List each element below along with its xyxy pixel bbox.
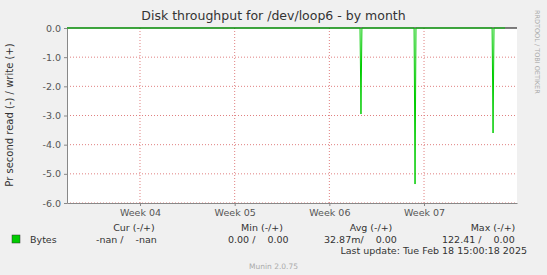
y-tick: -5.0 [42, 168, 67, 179]
legend-header: Cur (-/+) [113, 222, 155, 233]
series-line [67, 28, 505, 184]
x-grid-line [329, 28, 330, 203]
legend-header: Min (-/+) [241, 222, 283, 233]
y-axis-title: Pr second read (-) / write (+) [4, 43, 15, 186]
x-axis: Week 04 Week 05 Week 06 Week 07 [68, 203, 518, 218]
x-tick-label: Week 07 [404, 207, 445, 218]
x-tick: Week 04 [120, 203, 161, 218]
x-tick-label: Week 04 [120, 207, 161, 218]
x-axis-line [68, 203, 518, 204]
footer: Munin 2.0.75 [249, 262, 298, 271]
legend-header: Avg (-/+) [350, 222, 393, 233]
y-tick-label: 0.0 [46, 23, 61, 34]
y-tick-mark [64, 116, 67, 117]
y-tick-label: -1.0 [42, 52, 61, 63]
y-tick-label: -2.0 [42, 81, 61, 92]
plot-area [67, 28, 517, 203]
legend-cell: 0.00 / 0.00 [228, 234, 289, 245]
y-tick: -3.0 [42, 110, 67, 121]
y-grid-line [67, 57, 517, 58]
y-tick-label: -5.0 [42, 168, 61, 179]
title: Disk throughput for /dev/loop6 - by mont… [141, 8, 405, 23]
legend-swatch [12, 235, 20, 243]
x-tick-label: Week 05 [215, 207, 256, 218]
y-tick-label: -6.0 [42, 198, 61, 209]
last-update: Last update: Tue Feb 18 15:00:18 2025 [340, 245, 527, 256]
y-tick: -1.0 [42, 52, 67, 63]
y-tick: -2.0 [42, 81, 67, 92]
y-tick: -6.0 [42, 198, 67, 209]
x-tick-label: Week 06 [309, 207, 350, 218]
grid [67, 28, 517, 203]
y-tick-label: -3.0 [42, 110, 61, 121]
legend-cell: 32.87m/ 0.00 [324, 234, 397, 245]
watermark: RRDTOOL / TOBI OETIKER [533, 10, 541, 94]
y-tick-mark [64, 86, 67, 87]
y-tick-mark [64, 174, 67, 175]
y-axis-line [67, 29, 68, 204]
legend-cell: 122.41 / 0.00 [442, 234, 515, 245]
legend-label: Bytes [30, 234, 57, 245]
y-grid-line [67, 144, 517, 145]
y-tick: -4.0 [42, 139, 67, 150]
chart: Week 04 Week 05 Week 06 Week 07 0.0 -1.0 -2.0 -… [0, 0, 547, 275]
x-tick: Week 07 [404, 203, 445, 218]
y-grid-line [67, 86, 517, 87]
legend: Cur (-/+) Min (-/+) Avg (-/+) Max (-/+) Byte… [12, 222, 515, 245]
x-tick-mark [424, 203, 425, 206]
y-tick-label: -4.0 [42, 139, 61, 150]
y-axis: 0.0 -1.0 -2.0 -3.0 -4.0 -5.0 -6.0 [42, 23, 67, 209]
background [0, 0, 547, 275]
y-grid-line [67, 203, 517, 204]
y-grid-line [67, 173, 517, 174]
y-tick: 0.0 [46, 23, 67, 34]
y-tick-mark [64, 203, 67, 204]
x-tick: Week 06 [309, 203, 350, 218]
x-tick: Week 05 [215, 203, 256, 218]
y-tick-mark [64, 28, 67, 29]
x-tick-mark [329, 203, 330, 206]
x-tick-mark [235, 203, 236, 206]
x-tick-mark [140, 203, 141, 206]
legend-cell: -nan / -nan [96, 234, 157, 245]
y-tick-mark [64, 57, 67, 58]
series-group [67, 28, 505, 184]
y-grid-line [67, 115, 517, 116]
legend-header: Max (-/+) [471, 222, 516, 233]
y-tick-mark [64, 145, 67, 146]
